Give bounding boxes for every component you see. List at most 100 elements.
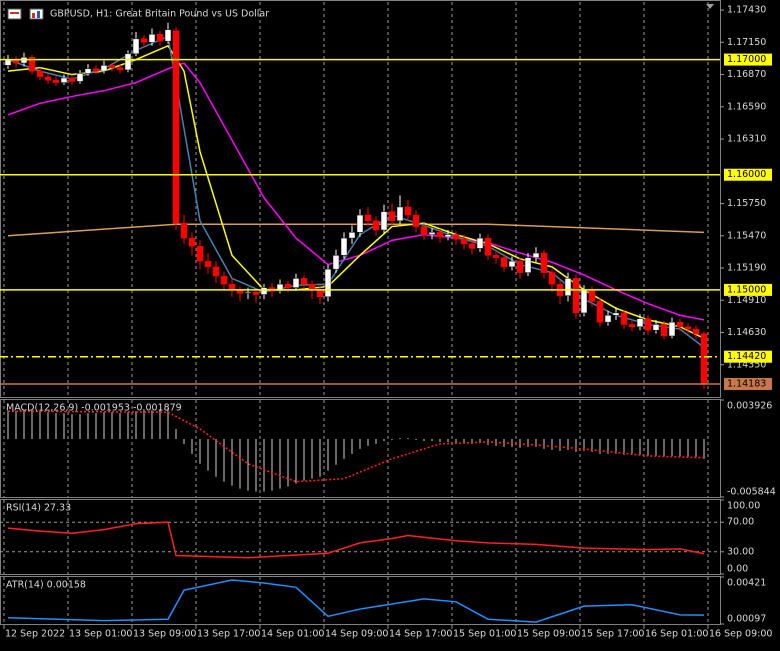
candle-body — [500, 257, 508, 268]
x-tick-label: 14 Sep 09:00 — [325, 629, 388, 640]
price-level-label-bg — [724, 168, 772, 181]
candle-body — [604, 314, 612, 323]
candle-body — [476, 237, 484, 249]
candle-body — [68, 77, 76, 82]
y-tick-label: 1.14350 — [727, 359, 766, 370]
candle-body — [404, 206, 412, 216]
panel-title: RSI(14) 27.33 — [6, 503, 71, 514]
candle-body — [348, 232, 356, 239]
price-level-label-bg — [724, 350, 772, 363]
icon[interactable] — [29, 8, 44, 20]
main-panel-frame — [0, 0, 721, 398]
candle-body — [588, 289, 596, 302]
candle-body — [380, 211, 388, 231]
candle-body — [564, 278, 572, 296]
indicator-line — [7, 35, 705, 349]
toolbar-icons — [7, 8, 44, 20]
y-tick-label: 1.16870 — [727, 69, 766, 80]
y-tick-label: 0.00421 — [727, 578, 766, 589]
candle-body — [492, 255, 500, 258]
icon-detail — [32, 13, 35, 18]
candle-body — [28, 57, 36, 72]
price-level-label: 1.17000 — [727, 54, 766, 65]
x-tick-label: 16 Sep 01:00 — [645, 629, 708, 640]
x-tick-label: 14 Sep 17:00 — [389, 629, 452, 640]
indicator-line — [7, 410, 705, 483]
candle-body — [300, 278, 308, 285]
scroll-arrow[interactable] — [706, 4, 714, 9]
candle-body — [596, 301, 604, 323]
candle-body — [516, 260, 524, 273]
candle-body — [156, 33, 164, 42]
candle-body — [452, 234, 460, 240]
indicator-line — [7, 521, 705, 559]
candle-body — [84, 68, 92, 74]
candle-body — [196, 245, 204, 262]
candle-body — [316, 289, 324, 298]
candle-body — [244, 291, 252, 294]
rsi-panel-frame — [0, 499, 721, 575]
price-level-label-bg — [724, 377, 772, 390]
candle-body — [4, 59, 12, 66]
x-tick-label: 13 Sep 09:00 — [133, 629, 196, 640]
candle-body — [284, 283, 292, 288]
candle-body — [356, 214, 364, 233]
y-tick-label: 1.17430 — [727, 5, 766, 16]
candle-body — [132, 38, 140, 55]
candle-body — [76, 73, 84, 82]
candle-body — [52, 80, 60, 83]
candle-body — [108, 65, 116, 68]
candle-body — [140, 38, 148, 43]
candle-body — [532, 252, 540, 258]
candle-body — [292, 278, 300, 288]
price-level-label: 1.14183 — [727, 378, 766, 389]
y-tick-label: 1.16310 — [727, 134, 766, 145]
candle-body — [172, 30, 180, 224]
price-level-label-bg — [724, 53, 772, 66]
y-tick-label: 0.00097 — [727, 614, 766, 625]
y-tick-label: 1.17150 — [727, 37, 766, 48]
y-tick-label: 0.00 — [727, 564, 748, 575]
candle-body — [460, 238, 468, 245]
candle-body — [436, 232, 444, 238]
candle-body — [612, 312, 620, 316]
candle-body — [428, 232, 436, 235]
candle-body — [540, 252, 548, 273]
candle-body — [44, 76, 52, 81]
panel-title: MACD(12,26,9) -0.001953 -0.001879 — [6, 403, 182, 414]
candle-body — [700, 333, 708, 385]
y-tick-label: 1.15750 — [727, 198, 766, 209]
candle-body — [508, 260, 516, 268]
macd-panel-frame — [0, 399, 721, 498]
x-tick-label: 16 Sep 09:00 — [709, 629, 772, 640]
y-tick-label: 1.15470 — [727, 230, 766, 241]
y-tick-label: 1.14910 — [727, 295, 766, 306]
candle-body — [468, 243, 476, 249]
candle-body — [340, 237, 348, 256]
candle-body — [548, 272, 556, 285]
candle-body — [60, 77, 68, 83]
candle-body — [692, 328, 700, 334]
x-tick-label: 12 Sep 2022 — [5, 629, 65, 640]
chart-title: GBPUSD, H1: Great Britain Pound vs US Do… — [50, 9, 269, 20]
y-tick-label: 1.15190 — [727, 263, 766, 274]
candle-body — [212, 266, 220, 277]
candle-body — [396, 206, 404, 222]
indicator-line — [7, 579, 705, 623]
candle-body — [652, 324, 660, 331]
candle-body — [412, 214, 420, 227]
atr-panel-frame — [0, 576, 721, 625]
candle-body — [92, 68, 100, 72]
candle-body — [572, 278, 580, 314]
candle-body — [188, 237, 196, 247]
y-tick-label: 1.16590 — [727, 101, 766, 112]
candle-body — [36, 70, 44, 78]
candle-body — [444, 234, 452, 238]
price-level-label: 1.14420 — [727, 351, 766, 362]
panel-title: ATR(14) 0.00158 — [6, 580, 86, 591]
y-tick-label: 1.14630 — [727, 327, 766, 338]
candle-body — [100, 65, 108, 72]
candle-body — [164, 29, 172, 42]
